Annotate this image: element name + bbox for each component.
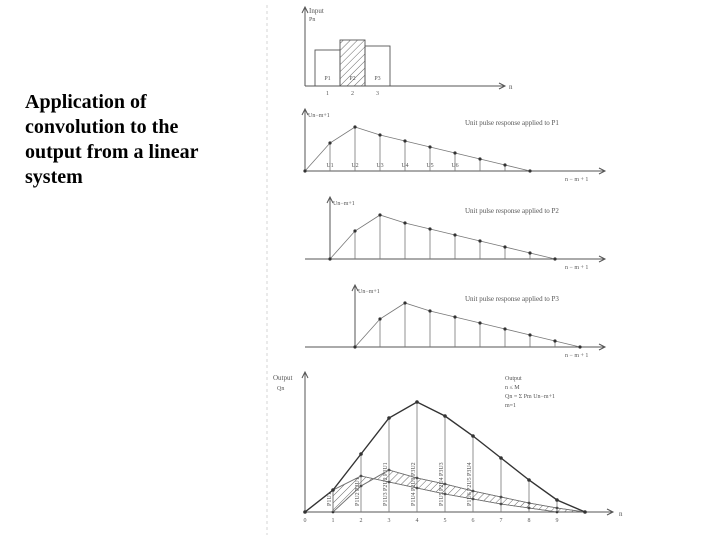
svg-text:2: 2: [360, 518, 363, 524]
svg-text:9: 9: [556, 518, 559, 524]
svg-text:P2U2: P2U2: [383, 477, 389, 491]
svg-text:U3: U3: [376, 163, 383, 169]
convolution-figure: Input Pn n P1 1 P2 2 P3 3 Un−m+1 Unit pulse respon…: [265, 5, 695, 535]
svg-text:n ≤ M: n ≤ M: [505, 385, 520, 391]
svg-text:Pn: Pn: [309, 17, 315, 23]
svg-text:P2: P2: [349, 76, 355, 82]
svg-text:Un−m+1: Un−m+1: [358, 289, 380, 295]
svg-text:n − m + 1: n − m + 1: [565, 353, 588, 359]
svg-text:Unit pulse response applied to: Unit pulse response applied to P2: [465, 207, 559, 215]
svg-text:1: 1: [332, 518, 335, 524]
svg-text:P1U3: P1U3: [383, 492, 389, 506]
svg-text:P3U2: P3U2: [411, 462, 417, 476]
svg-text:1: 1: [326, 91, 329, 97]
svg-text:P2U3: P2U3: [411, 477, 417, 491]
svg-text:3: 3: [388, 518, 391, 524]
svg-text:P3U1: P3U1: [383, 462, 389, 476]
svg-text:P2U1: P2U1: [355, 477, 361, 491]
svg-text:P3: P3: [374, 76, 380, 82]
svg-text:Output: Output: [505, 376, 522, 382]
svg-text:3: 3: [376, 91, 379, 97]
svg-text:U1: U1: [326, 163, 333, 169]
svg-text:n − m + 1: n − m + 1: [565, 265, 588, 271]
svg-text:Input: Input: [309, 7, 324, 15]
svg-text:Un−m+1: Un−m+1: [333, 201, 355, 207]
svg-text:P1U2: P1U2: [355, 492, 361, 506]
svg-text:P3U4: P3U4: [467, 462, 473, 476]
svg-text:8: 8: [528, 518, 531, 524]
svg-text:P3U3: P3U3: [439, 462, 445, 476]
svg-text:P1U4: P1U4: [411, 492, 417, 506]
svg-text:n − m + 1: n − m + 1: [565, 177, 588, 183]
svg-text:P1: P1: [324, 76, 330, 82]
svg-text:2: 2: [351, 91, 354, 97]
svg-text:m=1: m=1: [505, 403, 516, 409]
svg-text:U4: U4: [401, 163, 408, 169]
svg-text:Un−m+1: Un−m+1: [308, 113, 330, 119]
svg-text:n: n: [619, 510, 623, 518]
svg-text:P1U6: P1U6: [467, 492, 473, 506]
svg-text:Qn: Qn: [277, 386, 284, 392]
svg-text:P1U1: P1U1: [327, 492, 333, 506]
svg-text:P2U5: P2U5: [467, 477, 473, 491]
svg-text:Unit pulse response applied to: Unit pulse response applied to P1: [465, 119, 559, 127]
svg-text:n: n: [509, 83, 513, 91]
svg-text:4: 4: [416, 518, 419, 524]
svg-text:Unit pulse response applied to: Unit pulse response applied to P3: [465, 295, 559, 303]
svg-text:0: 0: [304, 518, 307, 524]
svg-text:P2U4: P2U4: [439, 477, 445, 491]
svg-text:Qn = Σ Pm Un−m+1: Qn = Σ Pm Un−m+1: [505, 394, 555, 400]
svg-text:5: 5: [444, 518, 447, 524]
svg-text:U2: U2: [351, 163, 358, 169]
svg-text:Output: Output: [273, 374, 293, 382]
figure-caption: Application of convolution to the output…: [25, 90, 235, 190]
svg-text:P1U5: P1U5: [439, 492, 445, 506]
svg-text:7: 7: [500, 518, 503, 524]
svg-text:6: 6: [472, 518, 475, 524]
svg-text:U5: U5: [426, 163, 433, 169]
svg-text:U6: U6: [451, 163, 458, 169]
